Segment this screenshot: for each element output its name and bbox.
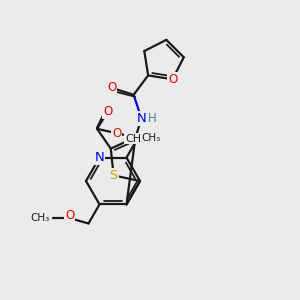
Text: O: O xyxy=(65,209,74,222)
Text: H: H xyxy=(148,112,157,125)
Text: O: O xyxy=(107,81,116,94)
Text: CH₃: CH₃ xyxy=(30,213,50,224)
Text: O: O xyxy=(103,105,112,118)
Text: O: O xyxy=(168,73,177,86)
Text: O: O xyxy=(112,127,121,140)
Text: CH₃: CH₃ xyxy=(141,133,160,143)
Text: N: N xyxy=(137,112,146,125)
Text: N: N xyxy=(94,151,104,164)
Text: CH₃: CH₃ xyxy=(125,134,146,144)
Text: S: S xyxy=(110,169,118,182)
